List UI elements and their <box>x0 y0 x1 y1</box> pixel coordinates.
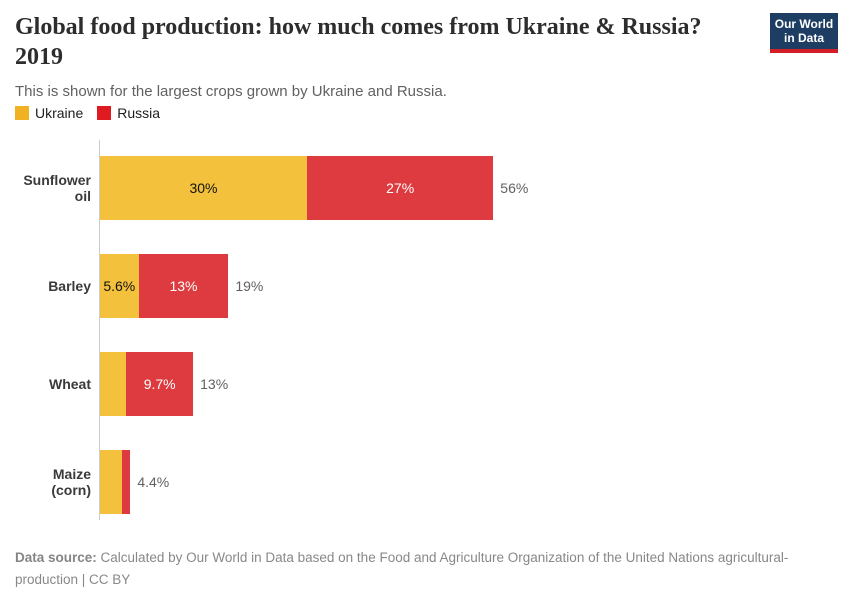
stacked-bar: 4.4% <box>100 450 169 514</box>
legend-label-russia: Russia <box>117 105 161 121</box>
chart-title: Global food production: how much comes f… <box>15 12 755 72</box>
total-value-label: 19% <box>235 278 264 294</box>
russia-color-swatch <box>97 106 112 120</box>
bar-segment-ukraine[interactable] <box>100 352 127 416</box>
legend-item-russia[interactable]: Russia <box>97 105 160 121</box>
ukraine-color-swatch <box>15 106 29 120</box>
bar-segment-ukraine[interactable]: 5.6% <box>100 254 139 318</box>
category-label: Wheat <box>49 376 91 392</box>
chart-legend: Ukraine Russia <box>15 105 174 121</box>
y-axis-line <box>99 140 100 520</box>
total-value-label: 13% <box>200 376 229 392</box>
bar-segment-russia[interactable]: 13% <box>138 254 229 318</box>
stacked-bar: 9.7% 13% <box>100 352 228 416</box>
chart-row: Barley 5.6% 13% 19% <box>15 254 835 318</box>
data-source-label: Data source: <box>15 550 97 565</box>
legend-item-ukraine[interactable]: Ukraine <box>15 105 83 121</box>
chart-row: Maize (corn) 4.4% <box>15 450 835 514</box>
chart-title-line1: Global food production: how much comes f… <box>15 14 702 40</box>
owid-logo-line2: in Data <box>783 31 824 45</box>
bar-chart: Sunflower oil 30% 27% 56% Barley 5.6% 13% 19% Wh… <box>15 140 835 520</box>
category-label: Maize (corn) <box>51 466 91 498</box>
chart-title-year: 2019 <box>15 44 63 70</box>
bar-segment-russia[interactable]: 9.7% <box>126 352 194 416</box>
chart-header: Global food production: how much comes f… <box>15 12 755 101</box>
total-value-label: 56% <box>500 180 529 196</box>
bar-segment-ukraine[interactable] <box>100 450 123 514</box>
data-source-text: Calculated by Our World in Data based on… <box>15 550 789 587</box>
chart-row: Wheat 9.7% 13% <box>15 352 835 416</box>
category-label: Barley <box>48 278 91 294</box>
owid-logo-line1: Our World <box>774 17 834 31</box>
owid-logo[interactable]: Our World in Data <box>770 13 838 53</box>
bar-segment-ukraine[interactable]: 30% <box>100 156 307 220</box>
stacked-bar: 30% 27% 56% <box>100 156 528 220</box>
legend-label-ukraine: Ukraine <box>35 105 84 121</box>
category-label: Sunflower oil <box>23 172 91 204</box>
stacked-bar: 5.6% 13% 19% <box>100 254 263 318</box>
bar-segment-russia[interactable]: 27% <box>307 156 494 220</box>
chart-subtitle: This is shown for the largest crops grow… <box>15 83 447 100</box>
total-value-label: 4.4% <box>137 474 170 490</box>
bar-segment-russia[interactable] <box>122 450 131 514</box>
chart-row: Sunflower oil 30% 27% 56% <box>15 156 835 220</box>
chart-footer: Data source: Calculated by Our World in … <box>15 547 795 591</box>
